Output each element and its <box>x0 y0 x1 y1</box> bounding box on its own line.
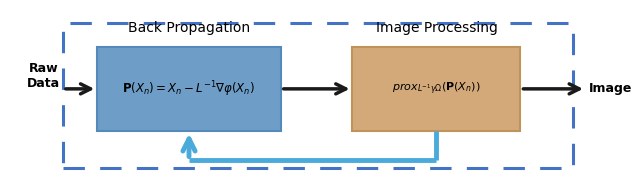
FancyBboxPatch shape <box>97 47 281 131</box>
Text: Image Processing: Image Processing <box>376 21 497 35</box>
Text: $prox_{L^{-1}\gamma\Omega}(\mathbf{P}(X_n))$: $prox_{L^{-1}\gamma\Omega}(\mathbf{P}(X_… <box>392 81 481 97</box>
Text: $\mathbf{P}(X_n) = X_n - L^{-1}\nabla\varphi(X_n)$: $\mathbf{P}(X_n) = X_n - L^{-1}\nabla\va… <box>122 79 255 99</box>
Text: Back Propagation: Back Propagation <box>128 21 250 35</box>
FancyBboxPatch shape <box>353 47 520 131</box>
Bar <box>63 23 573 168</box>
Text: Raw
Data: Raw Data <box>27 62 60 90</box>
Text: Image: Image <box>589 82 632 95</box>
